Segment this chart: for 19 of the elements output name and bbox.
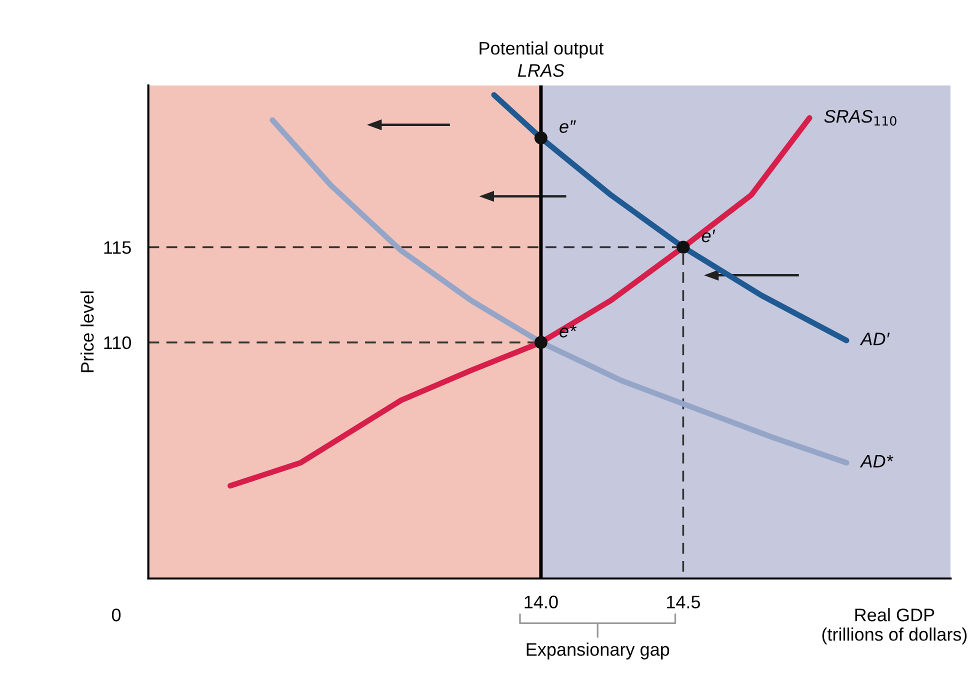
text: 0	[112, 608, 121, 622]
point	[534, 131, 548, 144]
point	[676, 240, 690, 254]
text: Expansionary gap	[526, 642, 670, 660]
data-label: e′	[702, 230, 716, 242]
point	[534, 336, 548, 349]
x-axis-title: Real GDP (trillions of dollars)	[822, 608, 967, 644]
ref-line-label: LRAS	[518, 64, 564, 77]
data-label: e*	[560, 324, 577, 338]
y-tick-label: 115	[104, 241, 131, 254]
x-tick-label: 14.5	[667, 596, 700, 608]
y-tick-label: 110	[104, 336, 131, 350]
x-tick-label: 14.0	[524, 596, 558, 608]
series-label: AD*	[860, 454, 894, 468]
chart-title: Potential output	[480, 41, 604, 58]
series-label: SRAS$_{110}$	[824, 110, 896, 126]
data-label: e″	[560, 120, 576, 133]
series-label: AD′	[860, 332, 890, 346]
y-axis-title: Price level	[80, 292, 94, 372]
